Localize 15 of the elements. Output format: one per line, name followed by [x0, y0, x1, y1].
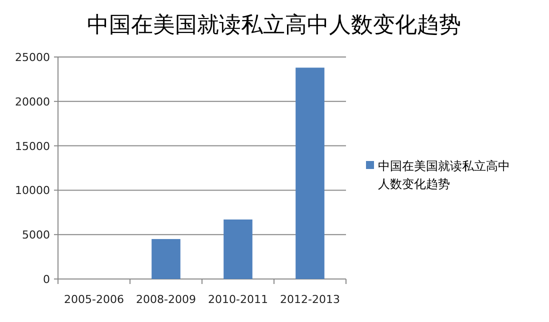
- x-tick-label: 2010-2011: [208, 293, 268, 306]
- y-tick-label: 10000: [15, 184, 50, 198]
- y-tick-label: 5000: [22, 228, 50, 242]
- bar: [152, 239, 180, 279]
- x-tick-label: 2008-2009: [136, 293, 196, 306]
- y-tick-label: 0: [43, 273, 50, 286]
- x-tick-label: 2012-2013: [280, 293, 340, 306]
- y-tick-label: 15000: [15, 140, 50, 153]
- y-tick-label: 25000: [15, 51, 50, 64]
- bar: [224, 220, 252, 279]
- title: 中国在美国就读私立高中人数变化趋势: [87, 13, 461, 38]
- legend-label: 中国在美国就读私立高中人数变化趋势: [378, 159, 510, 191]
- y-tick-label: 20000: [15, 95, 50, 108]
- bar: [296, 68, 324, 279]
- x-tick-label: 2005-2006: [64, 293, 124, 306]
